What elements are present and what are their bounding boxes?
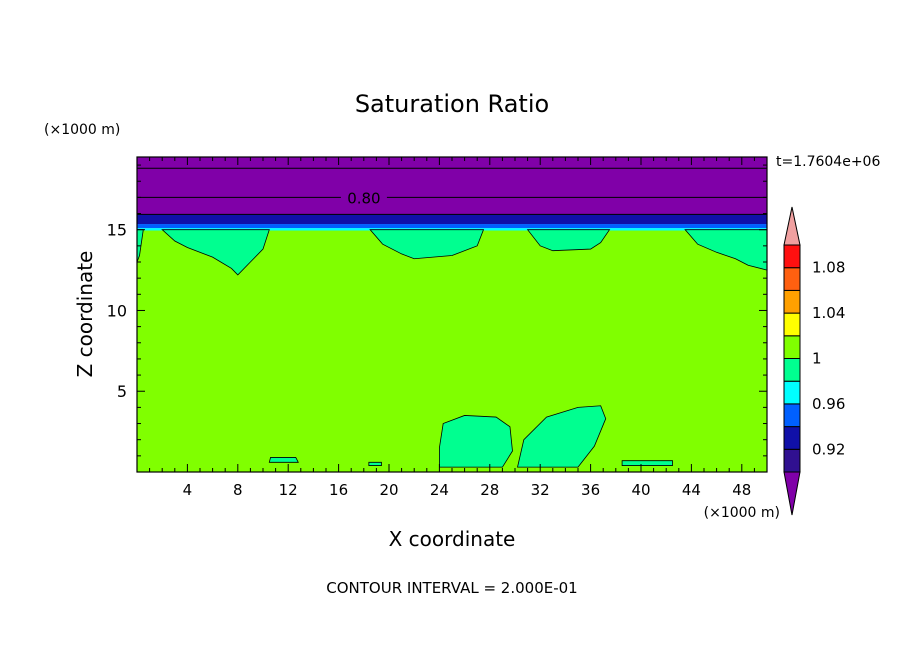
x-tick-label: 16: [329, 481, 348, 499]
plot-area: 0.80: [136, 157, 768, 472]
x-tick-label: 28: [480, 481, 499, 499]
colorbar-label: 1.08: [812, 259, 845, 277]
contour-label: 0.80: [347, 189, 380, 207]
patch-0: [161, 229, 270, 276]
colorbar-swatch: [783, 448, 801, 473]
x-tick-label: 4: [183, 481, 193, 499]
colorbar: 0.92 0.96 1 1.04 1.08: [783, 206, 845, 516]
x-tick-label: 24: [430, 481, 449, 499]
patch-6: [517, 405, 607, 468]
band-2: [137, 224, 767, 229]
colorbar-swatch: [783, 380, 801, 405]
colorbar-label: 1.04: [812, 304, 845, 322]
x-tick-label: 48: [732, 481, 751, 499]
colorbar-swatch: [783, 426, 801, 450]
contour-label-bg: [340, 189, 387, 206]
time-label: t=1.7604e+06: [776, 154, 880, 170]
x-tick-label: 12: [279, 481, 298, 499]
x-axis-label: X coordinate: [389, 527, 516, 551]
patch-2: [526, 229, 611, 252]
x-units-label: (×1000 m): [704, 505, 780, 521]
colorbar-swatch: [783, 267, 801, 291]
x-tick-label: 32: [531, 481, 550, 499]
colorbar-bottom-arrow: [783, 471, 801, 516]
y-units-label: (×1000 m): [44, 122, 120, 138]
colorbar-swatch: [783, 312, 801, 337]
contour-interval-note: CONTOUR INTERVAL = 2.000E-01: [326, 579, 577, 597]
x-tick-label: 8: [233, 481, 243, 499]
y-axis-label: Z coordinate: [73, 251, 97, 378]
colorbar-swatch: [783, 289, 801, 314]
x-tick-label: 40: [631, 481, 650, 499]
y-tick-label: 10: [107, 301, 127, 320]
colorbar-swatch: [783, 358, 801, 382]
patch-7: [268, 457, 299, 463]
patch-5: [438, 415, 513, 468]
x-tick-label: 44: [682, 481, 701, 499]
patch-9: [368, 461, 382, 466]
patch-1: [369, 229, 485, 260]
colorbar-swatch: [783, 244, 801, 269]
y-tick-label: 5: [117, 382, 127, 401]
x-tick-label: 36: [581, 481, 600, 499]
band-1: [137, 228, 767, 231]
y-tick-label: 15: [107, 221, 127, 240]
patch-8: [621, 460, 673, 466]
colorbar-top-arrow: [783, 206, 801, 246]
colorbar-label: 0.96: [812, 395, 845, 413]
colorbar-swatch: [783, 403, 801, 428]
colorbar-label: 1: [812, 350, 822, 368]
colorbar-swatch: [783, 335, 801, 359]
band-3: [137, 214, 767, 225]
colorbar-label: 0.92: [812, 440, 845, 458]
x-tick-label: 20: [379, 481, 398, 499]
band-4: [137, 157, 767, 215]
chart-title: Saturation Ratio: [355, 90, 549, 118]
